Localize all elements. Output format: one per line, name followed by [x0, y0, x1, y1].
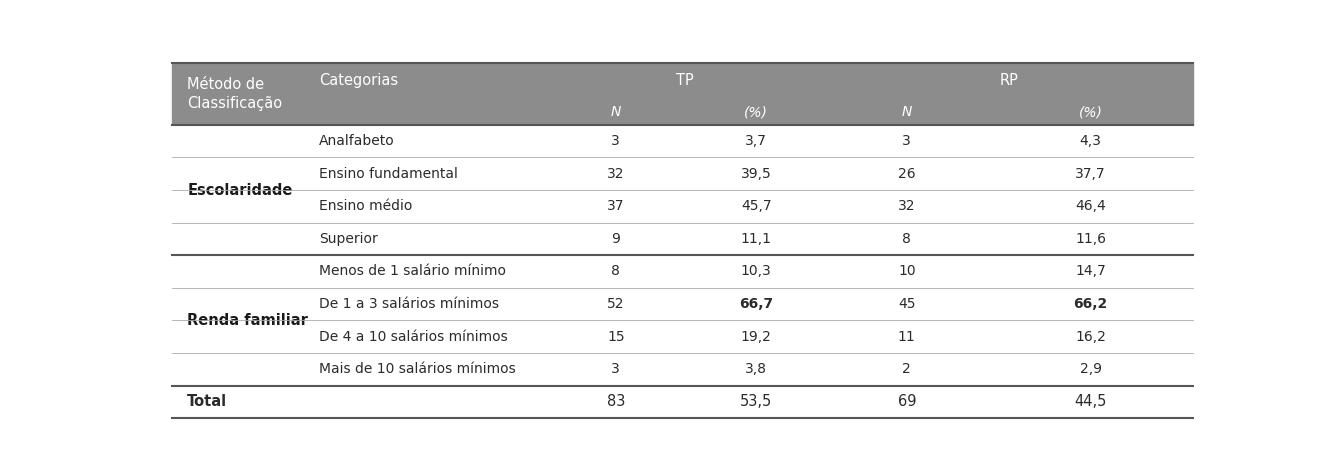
- Text: 15: 15: [607, 330, 624, 344]
- Text: 26: 26: [898, 167, 916, 181]
- Text: Renda familiar: Renda familiar: [188, 313, 309, 328]
- Text: 14,7: 14,7: [1075, 265, 1106, 278]
- Bar: [172, 223, 1193, 255]
- Text: 37: 37: [607, 199, 624, 213]
- Text: 46,4: 46,4: [1075, 199, 1106, 213]
- Text: 3: 3: [611, 362, 620, 376]
- Text: N: N: [611, 105, 622, 119]
- Text: Superior: Superior: [319, 232, 378, 246]
- Text: Menos de 1 salário mínimo: Menos de 1 salário mínimo: [319, 265, 506, 278]
- Text: 37,7: 37,7: [1075, 167, 1106, 181]
- Text: (%): (%): [1078, 105, 1102, 119]
- Bar: [172, 255, 1193, 288]
- Text: 11,1: 11,1: [740, 232, 772, 246]
- Text: De 4 a 10 salários mínimos: De 4 a 10 salários mínimos: [319, 330, 507, 344]
- Text: 3,7: 3,7: [745, 134, 767, 148]
- Text: 66,7: 66,7: [739, 297, 773, 311]
- Text: 32: 32: [898, 199, 916, 213]
- Text: 19,2: 19,2: [741, 330, 772, 344]
- Text: 32: 32: [607, 167, 624, 181]
- Text: Analfabeto: Analfabeto: [319, 134, 394, 148]
- Text: 11,6: 11,6: [1075, 232, 1106, 246]
- Text: 4,3: 4,3: [1079, 134, 1102, 148]
- Bar: [172, 386, 1193, 418]
- Text: Ensino fundamental: Ensino fundamental: [319, 167, 458, 181]
- Text: 10,3: 10,3: [741, 265, 772, 278]
- Text: 11: 11: [898, 330, 916, 344]
- Text: Mais de 10 salários mínimos: Mais de 10 salários mínimos: [319, 362, 515, 376]
- Text: 3,8: 3,8: [745, 362, 767, 376]
- Bar: [172, 125, 1193, 158]
- Text: 3: 3: [611, 134, 620, 148]
- Text: RP: RP: [1000, 72, 1018, 88]
- Bar: [172, 320, 1193, 353]
- Text: 3: 3: [902, 134, 912, 148]
- Text: 16,2: 16,2: [1075, 330, 1106, 344]
- Text: Categorias: Categorias: [319, 72, 398, 88]
- Text: 10: 10: [898, 265, 916, 278]
- Text: Ensino médio: Ensino médio: [319, 199, 413, 213]
- Text: 44,5: 44,5: [1074, 394, 1107, 409]
- Text: 52: 52: [607, 297, 624, 311]
- Bar: [172, 63, 1193, 125]
- Text: 39,5: 39,5: [741, 167, 772, 181]
- Text: Total: Total: [188, 394, 228, 409]
- Text: De 1 a 3 salários mínimos: De 1 a 3 salários mínimos: [319, 297, 499, 311]
- Text: 2: 2: [902, 362, 912, 376]
- Text: 8: 8: [611, 265, 620, 278]
- Text: Método de
Classificação: Método de Classificação: [188, 77, 282, 111]
- Bar: [172, 288, 1193, 320]
- Text: 53,5: 53,5: [740, 394, 772, 409]
- Text: Escolaridade: Escolaridade: [188, 182, 293, 198]
- Text: 45,7: 45,7: [741, 199, 772, 213]
- Text: N: N: [901, 105, 912, 119]
- Text: 9: 9: [611, 232, 620, 246]
- Text: 83: 83: [607, 394, 626, 409]
- Bar: [172, 158, 1193, 190]
- Text: 8: 8: [902, 232, 912, 246]
- Bar: [172, 190, 1193, 223]
- Bar: [172, 353, 1193, 386]
- Text: 45: 45: [898, 297, 916, 311]
- Text: TP: TP: [676, 72, 693, 88]
- Text: 2,9: 2,9: [1079, 362, 1102, 376]
- Text: 66,2: 66,2: [1074, 297, 1107, 311]
- Text: (%): (%): [744, 105, 768, 119]
- Text: 69: 69: [897, 394, 916, 409]
